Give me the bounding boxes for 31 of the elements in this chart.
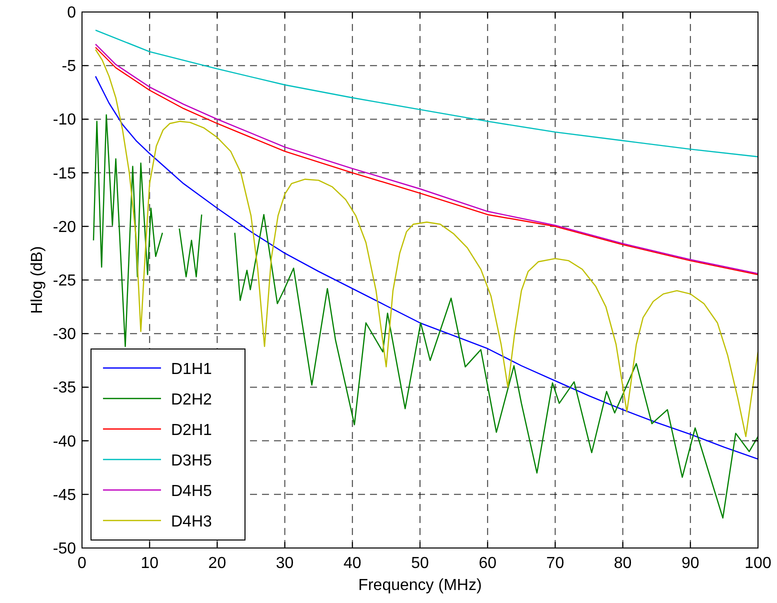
legend-label: D4H5 xyxy=(171,483,212,500)
y-tick-label: -20 xyxy=(52,218,76,236)
y-tick-label: -45 xyxy=(52,486,76,504)
y-tick-label: -25 xyxy=(52,272,76,290)
legend-label: D2H1 xyxy=(171,422,212,439)
line-series xyxy=(94,30,759,158)
x-tick-label: 80 xyxy=(614,555,632,572)
y-tick-label: -30 xyxy=(52,326,76,344)
y-tick-label: -50 xyxy=(52,540,76,558)
x-tick-label: 20 xyxy=(208,555,226,572)
x-tick-label: 100 xyxy=(744,555,772,572)
legend-label: D4H3 xyxy=(171,514,212,530)
y-tick-label: -15 xyxy=(52,165,76,182)
x-axis-title: Frequency (MHz) xyxy=(358,577,482,594)
x-tick-label: 50 xyxy=(411,555,429,572)
y-tick-label: -40 xyxy=(52,433,76,450)
x-tick-label: 0 xyxy=(78,555,87,572)
x-tick-label: 70 xyxy=(546,555,564,572)
x-tick-label: 60 xyxy=(478,555,497,572)
y-tick-label: -10 xyxy=(52,112,76,129)
legend-label: D1H1 xyxy=(171,361,212,378)
x-tick-label: 10 xyxy=(140,555,159,572)
y-tick-label: -35 xyxy=(52,380,76,397)
y-axis-title: Hlog (dB) xyxy=(29,246,46,314)
y-tick-label: -5 xyxy=(62,58,76,76)
y-tick-label: 0 xyxy=(67,4,76,22)
x-tick-label: 40 xyxy=(344,555,362,572)
legend-label: D3H5 xyxy=(171,452,212,470)
x-tick-label: 90 xyxy=(682,555,700,572)
x-tick-label: 30 xyxy=(276,555,294,572)
legend-label: D2H2 xyxy=(171,392,212,408)
